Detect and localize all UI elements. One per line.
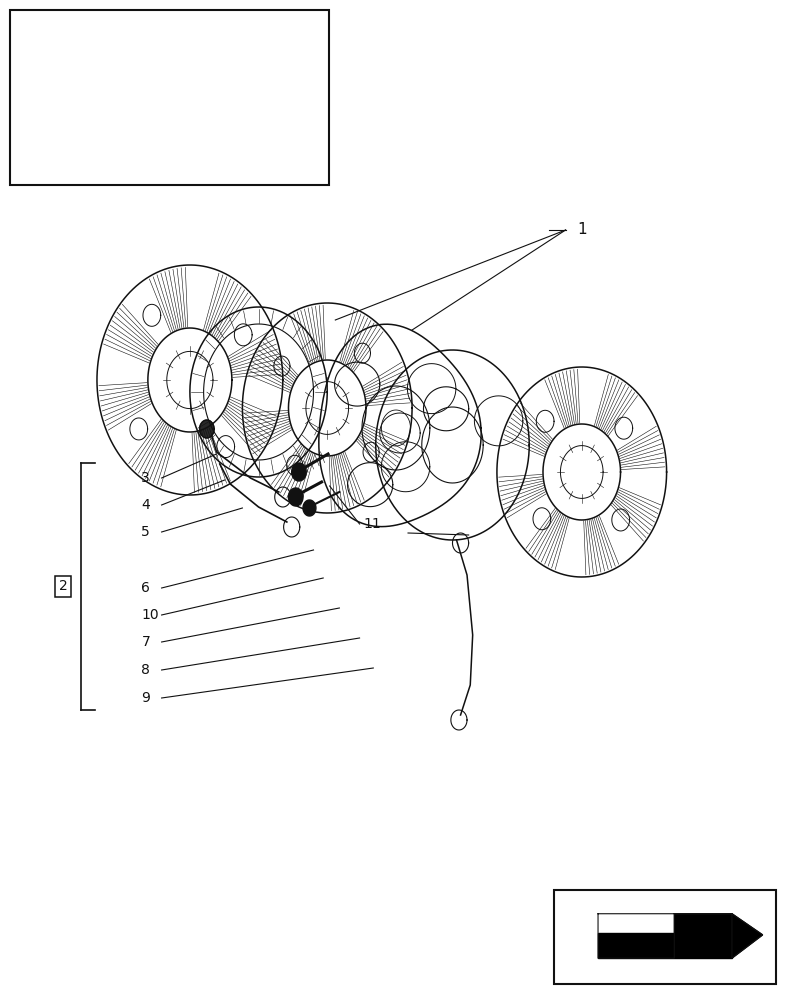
Text: 3: 3 [141, 471, 150, 485]
Bar [554, 890, 776, 984]
Text: 6: 6 [141, 581, 150, 595]
Polygon shape [675, 914, 732, 933]
Polygon shape [288, 488, 303, 506]
Polygon shape [598, 933, 732, 958]
Text: 4: 4 [141, 498, 150, 512]
Text: 8: 8 [141, 663, 150, 677]
Text: 10: 10 [141, 608, 159, 622]
Text: 2: 2 [59, 580, 67, 593]
Bar [10, 10, 329, 185]
Text: 9: 9 [141, 691, 150, 705]
Text: 11: 11 [364, 517, 381, 531]
Polygon shape [732, 914, 763, 958]
Polygon shape [200, 420, 214, 438]
Text: 5: 5 [141, 525, 150, 539]
Polygon shape [303, 500, 316, 516]
Text: 1: 1 [578, 223, 587, 237]
Text: 7: 7 [141, 635, 150, 649]
Polygon shape [292, 463, 306, 481]
